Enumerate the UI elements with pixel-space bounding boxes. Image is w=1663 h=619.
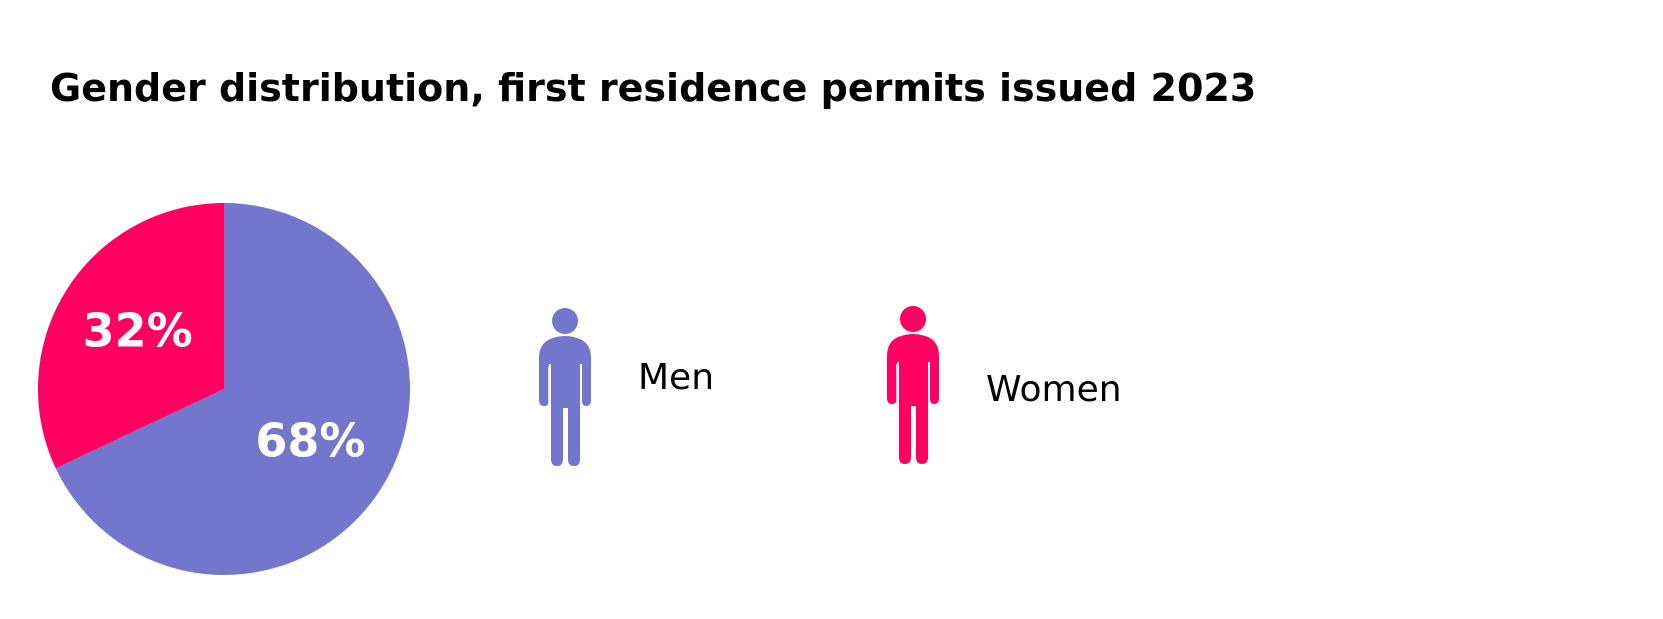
legend-label-men: Men	[638, 356, 715, 398]
pie-slice-women	[37, 203, 225, 469]
legend-item-men: Men	[536, 308, 714, 466]
pie-slice-men	[55, 203, 410, 575]
legend-item-women: Women	[884, 304, 1122, 466]
pie-label-women: 32%	[83, 304, 193, 358]
pie-chart: 68% 32%	[37, 203, 410, 575]
man-figure-icon	[539, 308, 591, 466]
pie-label-men: 68%	[255, 413, 365, 467]
chart-title: Gender distribution, first residence per…	[50, 66, 1257, 110]
woman-figure-icon	[887, 306, 939, 464]
legend-label-women: Women	[986, 368, 1122, 410]
